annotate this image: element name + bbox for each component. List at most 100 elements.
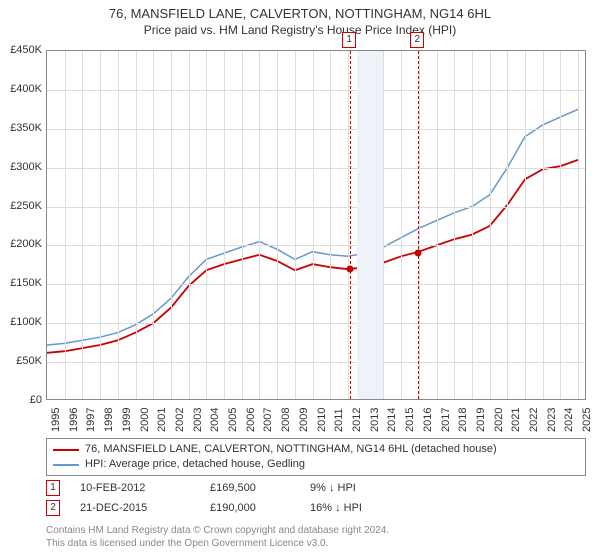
gridline-v bbox=[454, 51, 455, 399]
gridline-v bbox=[153, 51, 154, 399]
xtick-label: 1999 bbox=[121, 408, 133, 432]
xtick-label: 2001 bbox=[156, 408, 168, 432]
legend-swatch bbox=[53, 464, 79, 466]
ytick-label: £50K bbox=[0, 355, 42, 367]
gridline-h bbox=[47, 129, 585, 130]
gridline-h bbox=[47, 323, 585, 324]
xtick-label: 2008 bbox=[280, 408, 292, 432]
gridline-v bbox=[525, 51, 526, 399]
record-badge: 1 bbox=[46, 480, 60, 496]
gridline-v bbox=[242, 51, 243, 399]
gridline-v bbox=[206, 51, 207, 399]
record-badge: 2 bbox=[46, 500, 60, 516]
gridline-v bbox=[277, 51, 278, 399]
gridline-v bbox=[348, 51, 349, 399]
gridline-v bbox=[490, 51, 491, 399]
xtick-label: 2019 bbox=[475, 408, 487, 432]
ytick-label: £0 bbox=[0, 394, 42, 406]
record-date: 21-DEC-2015 bbox=[80, 502, 190, 514]
gridline-v bbox=[437, 51, 438, 399]
ytick-label: £250K bbox=[0, 200, 42, 212]
gridline-h bbox=[47, 284, 585, 285]
xtick-label: 2024 bbox=[563, 408, 575, 432]
gridline-v bbox=[100, 51, 101, 399]
footer-line-1: Contains HM Land Registry data © Crown c… bbox=[46, 524, 586, 537]
chart-container: 76, MANSFIELD LANE, CALVERTON, NOTTINGHA… bbox=[0, 0, 600, 560]
xtick-label: 2022 bbox=[528, 408, 540, 432]
record-price: £169,500 bbox=[210, 482, 290, 494]
highlight-band bbox=[357, 51, 384, 399]
chart-subtitle: Price paid vs. HM Land Registry's House … bbox=[0, 21, 600, 37]
gridline-h bbox=[47, 362, 585, 363]
gridline-v bbox=[82, 51, 83, 399]
legend-box: 76, MANSFIELD LANE, CALVERTON, NOTTINGHA… bbox=[46, 438, 586, 476]
legend-label: HPI: Average price, detached house, Gedl… bbox=[85, 457, 305, 472]
gridline-v bbox=[401, 51, 402, 399]
gridline-v bbox=[507, 51, 508, 399]
gridline-v bbox=[65, 51, 66, 399]
marker-badge: 2 bbox=[410, 32, 424, 48]
ytick-label: £350K bbox=[0, 122, 42, 134]
xtick-label: 2002 bbox=[174, 408, 186, 432]
xtick-label: 2023 bbox=[546, 408, 558, 432]
footer-attribution: Contains HM Land Registry data © Crown c… bbox=[46, 524, 586, 550]
xtick-label: 2006 bbox=[245, 408, 257, 432]
xtick-label: 1996 bbox=[68, 408, 80, 432]
xtick-label: 1997 bbox=[85, 408, 97, 432]
gridline-v bbox=[295, 51, 296, 399]
ytick-label: £100K bbox=[0, 316, 42, 328]
marker-badge: 1 bbox=[342, 32, 356, 48]
record-row: 2 21-DEC-2015 £190,000 16% ↓ HPI bbox=[46, 498, 586, 518]
xtick-label: 1995 bbox=[50, 408, 62, 432]
xtick-label: 1998 bbox=[103, 408, 115, 432]
xtick-label: 2011 bbox=[333, 408, 345, 432]
xtick-label: 2018 bbox=[457, 408, 469, 432]
xtick-label: 2003 bbox=[192, 408, 204, 432]
gridline-v bbox=[472, 51, 473, 399]
legend-swatch bbox=[53, 449, 79, 451]
gridline-h bbox=[47, 90, 585, 91]
xtick-label: 2016 bbox=[422, 408, 434, 432]
ytick-label: £150K bbox=[0, 277, 42, 289]
plot-area bbox=[46, 50, 586, 400]
xtick-label: 2015 bbox=[404, 408, 416, 432]
record-row: 1 10-FEB-2012 £169,500 9% ↓ HPI bbox=[46, 478, 586, 498]
marker-line bbox=[418, 51, 419, 399]
xtick-label: 2005 bbox=[227, 408, 239, 432]
gridline-v bbox=[313, 51, 314, 399]
xtick-label: 2000 bbox=[139, 408, 151, 432]
gridline-v bbox=[224, 51, 225, 399]
legend-row: HPI: Average price, detached house, Gedl… bbox=[53, 457, 579, 472]
footer-line-2: This data is licensed under the Open Gov… bbox=[46, 537, 586, 550]
sale-point-dot bbox=[415, 250, 422, 257]
xtick-label: 2020 bbox=[493, 408, 505, 432]
line-plot-svg bbox=[47, 51, 587, 401]
marker-line bbox=[350, 51, 351, 399]
gridline-h bbox=[47, 207, 585, 208]
gridline-v bbox=[171, 51, 172, 399]
ytick-label: £200K bbox=[0, 238, 42, 250]
gridline-h bbox=[47, 245, 585, 246]
record-price: £190,000 bbox=[210, 502, 290, 514]
xtick-label: 2013 bbox=[369, 408, 381, 432]
gridline-v bbox=[578, 51, 579, 399]
xtick-label: 2021 bbox=[510, 408, 522, 432]
legend-row: 76, MANSFIELD LANE, CALVERTON, NOTTINGHA… bbox=[53, 442, 579, 457]
gridline-v bbox=[560, 51, 561, 399]
xtick-label: 2025 bbox=[581, 408, 593, 432]
gridline-h bbox=[47, 168, 585, 169]
ytick-label: £400K bbox=[0, 83, 42, 95]
xtick-label: 2004 bbox=[209, 408, 221, 432]
record-date: 10-FEB-2012 bbox=[80, 482, 190, 494]
xtick-label: 2017 bbox=[440, 408, 452, 432]
gridline-v bbox=[330, 51, 331, 399]
gridline-v bbox=[118, 51, 119, 399]
record-pct: 16% ↓ HPI bbox=[310, 502, 400, 514]
sale-records: 1 10-FEB-2012 £169,500 9% ↓ HPI 2 21-DEC-2015… bbox=[46, 478, 586, 518]
gridline-v bbox=[189, 51, 190, 399]
ytick-label: £300K bbox=[0, 161, 42, 173]
gridline-v bbox=[543, 51, 544, 399]
record-pct: 9% ↓ HPI bbox=[310, 482, 400, 494]
gridline-v bbox=[383, 51, 384, 399]
sale-point-dot bbox=[347, 266, 354, 273]
